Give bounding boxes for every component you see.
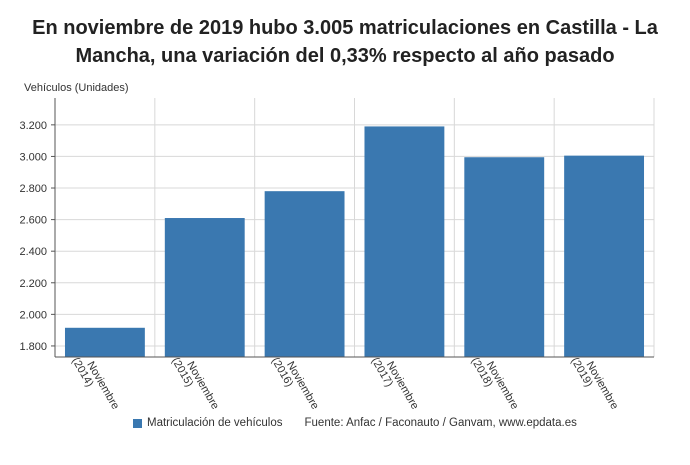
source-note: Fuente: Anfac / Faconauto / Ganvam, www.…: [304, 417, 577, 429]
y-axis-title: Vehículos (Unidades): [24, 82, 129, 94]
x-tick-label: Noviembre(2019): [568, 350, 620, 410]
chart-title-line-2: Mancha, una variación del 0,33% respecto…: [75, 45, 615, 67]
bar: [464, 157, 545, 357]
y-tick-label: 2.000: [19, 309, 47, 321]
chart-title: En noviembre de 2019 hubo 3.005 matricul…: [0, 14, 690, 70]
legend-swatch: [133, 418, 142, 428]
y-tick-label: 2.800: [19, 183, 47, 195]
x-tick-label: Noviembre(2015): [169, 350, 221, 410]
y-tick-label: 3.000: [19, 151, 47, 163]
bar-chart: Vehículos (Unidades) 1.800 2.000 2.200 2.400…: [19, 82, 655, 410]
legend: Matriculación de vehículos Fuente: Anfac…: [133, 417, 577, 429]
bar: [164, 218, 245, 357]
y-tick-label: 2.400: [19, 246, 47, 258]
chart-title-line-1: En noviembre de 2019 hubo 3.005 matricul…: [32, 17, 658, 39]
bar: [64, 327, 145, 357]
x-tick-label: Noviembre(2016): [269, 350, 321, 410]
bar: [264, 191, 345, 357]
x-tick-label: Noviembre(2018): [469, 350, 521, 410]
legend-label: Matriculación de vehículos: [147, 417, 283, 429]
bar: [564, 155, 645, 357]
y-tick-label: 1.800: [19, 341, 47, 353]
y-tick-label: 2.200: [19, 278, 47, 290]
x-tick-label: Noviembre(2017): [369, 350, 421, 410]
y-tick-label: 3.200: [19, 120, 47, 132]
x-tick-label: Noviembre(2014): [69, 350, 121, 410]
bar: [364, 126, 445, 358]
y-tick-label: 2.600: [19, 215, 47, 227]
